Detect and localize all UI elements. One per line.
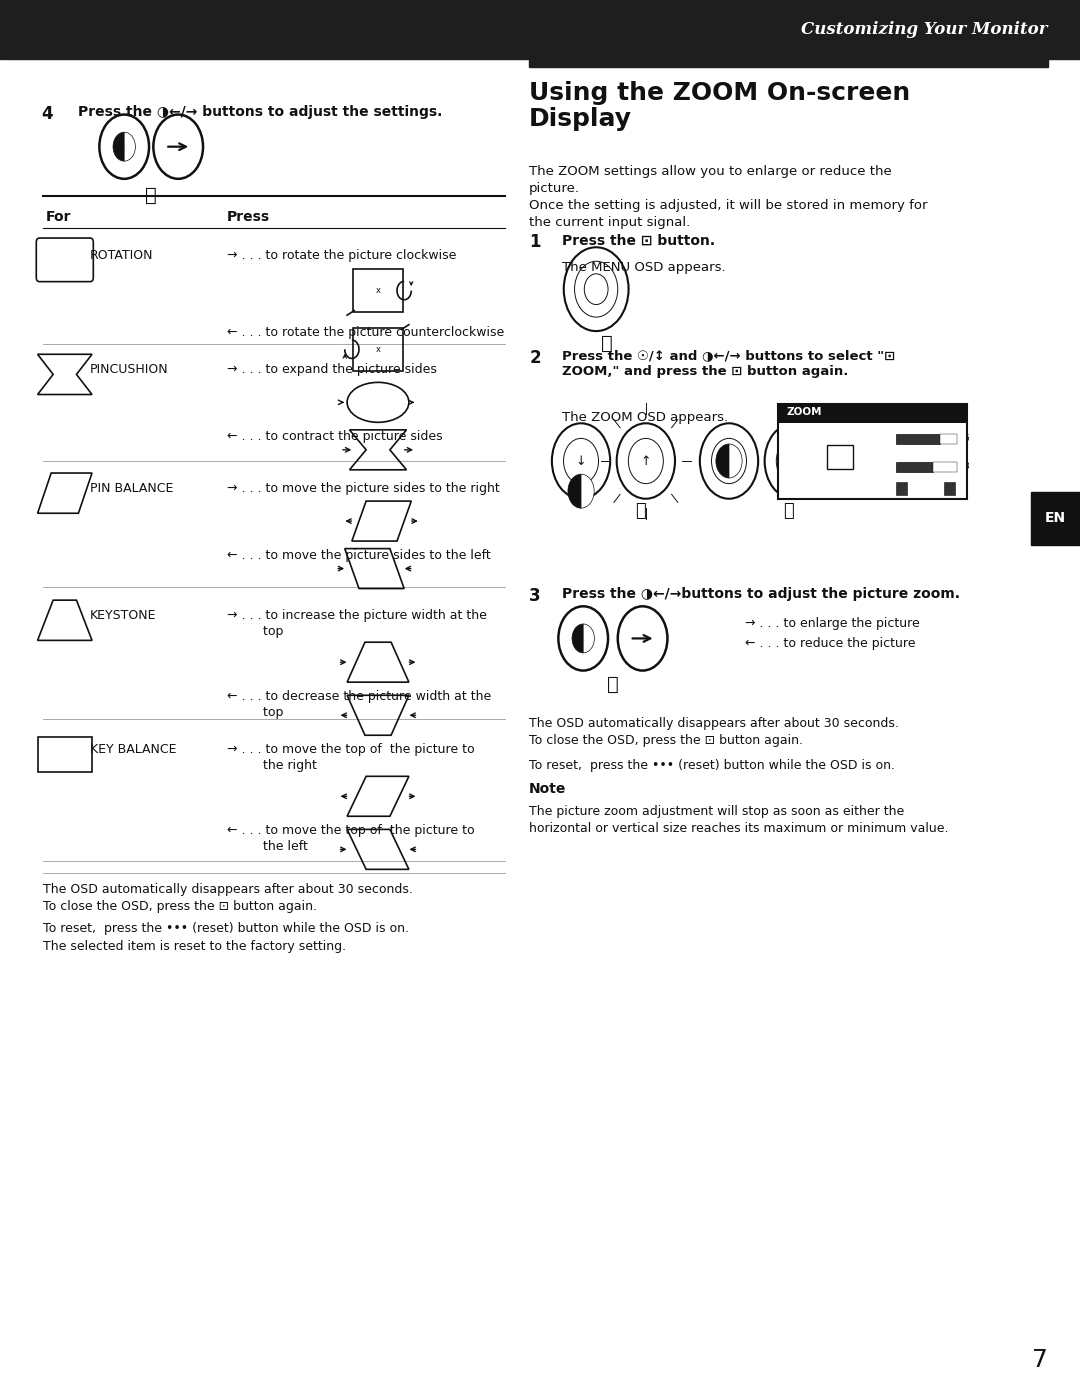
Text: → . . . to move the top of  the picture to
         the right: → . . . to move the top of the picture t…: [227, 743, 474, 773]
Wedge shape: [568, 474, 581, 509]
Bar: [896, 482, 907, 495]
Text: → . . . to enlarge the picture
← . . . to reduce the picture: → . . . to enlarge the picture ← . . . t…: [745, 617, 920, 651]
Text: 1: 1: [529, 233, 541, 251]
Bar: [944, 482, 955, 495]
Text: The MENU OSD appears.: The MENU OSD appears.: [562, 261, 726, 274]
Text: The ZOOM settings allow you to enlarge or reduce the
picture.
Once the setting i: The ZOOM settings allow you to enlarge o…: [529, 165, 928, 229]
Text: PINCUSHION: PINCUSHION: [90, 363, 168, 376]
Text: The ZOOM OSD appears.: The ZOOM OSD appears.: [562, 411, 728, 423]
Text: For: For: [45, 210, 71, 224]
Bar: [940, 434, 957, 444]
Bar: [896, 462, 933, 472]
Bar: [0, 0, 1080, 59]
Wedge shape: [716, 444, 729, 478]
Text: Press the ⊡ button.: Press the ⊡ button.: [562, 233, 715, 247]
Text: Press: Press: [227, 210, 270, 224]
Text: ROTATION: ROTATION: [90, 249, 153, 261]
Text: x: x: [376, 345, 380, 353]
Text: 4: 4: [41, 105, 53, 123]
Text: ← . . . to move the top of  the picture to
         the left: ← . . . to move the top of the picture t…: [227, 824, 474, 854]
Wedge shape: [572, 624, 583, 652]
Text: EN: EN: [1045, 511, 1066, 525]
Text: KEY BALANCE: KEY BALANCE: [90, 743, 176, 756]
Wedge shape: [113, 133, 124, 161]
Text: The picture zoom adjustment will stop as soon as either the
horizontal or vertic: The picture zoom adjustment will stop as…: [529, 805, 948, 835]
Text: ↓: ↓: [576, 454, 586, 468]
Wedge shape: [124, 133, 135, 161]
Text: Note: Note: [529, 782, 567, 796]
Bar: [827, 446, 853, 468]
Bar: [933, 462, 957, 472]
Text: Press the ☉/↕ and ◑←/→ buttons to select "⊡
ZOOM," and press the ⊡ button again.: Press the ☉/↕ and ◑←/→ buttons to select…: [562, 349, 895, 379]
Text: Press the ◑←/→buttons to adjust the picture zoom.: Press the ◑←/→buttons to adjust the pict…: [562, 587, 960, 601]
Text: The OSD automatically disappears after about 30 seconds.
To close the OSD, press: The OSD automatically disappears after a…: [529, 717, 899, 747]
Text: Press the ◑←/→ buttons to adjust the settings.: Press the ◑←/→ buttons to adjust the set…: [78, 105, 442, 119]
Wedge shape: [729, 444, 742, 478]
Text: → . . . to increase the picture width at the
         top: → . . . to increase the picture width at…: [227, 609, 487, 638]
Text: Customizing Your Monitor: Customizing Your Monitor: [801, 21, 1048, 38]
Text: 7: 7: [1031, 1348, 1048, 1372]
Text: →: →: [788, 454, 799, 468]
Bar: [896, 434, 940, 444]
Bar: [778, 404, 967, 423]
Text: ← . . . to move the picture sides to the left: ← . . . to move the picture sides to the…: [227, 549, 490, 562]
Text: 3: 3: [529, 587, 541, 605]
Wedge shape: [581, 474, 594, 509]
Text: Using the ZOOM On-screen
Display: Using the ZOOM On-screen Display: [529, 81, 910, 131]
Text: KEYSTONE: KEYSTONE: [90, 609, 157, 622]
Text: ← . . . to decrease the picture width at the
         top: ← . . . to decrease the picture width at…: [227, 690, 491, 719]
Text: 👆: 👆: [783, 502, 794, 520]
Text: 2: 2: [529, 349, 541, 367]
Text: ← . . . to rotate the picture counterclockwise: ← . . . to rotate the picture counterclo…: [227, 326, 504, 338]
Text: To reset,  press the ••• (reset) button while the OSD is on.
The selected item i: To reset, press the ••• (reset) button w…: [43, 922, 409, 953]
Text: 👆: 👆: [602, 334, 612, 353]
Text: ↑: ↑: [640, 454, 651, 468]
Text: → . . . to move the picture sides to the right: → . . . to move the picture sides to the…: [227, 482, 500, 495]
Text: x: x: [376, 286, 380, 295]
Text: 👆: 👆: [635, 502, 646, 520]
Text: PIN BALANCE: PIN BALANCE: [90, 482, 173, 495]
Text: 26: 26: [959, 434, 970, 443]
Wedge shape: [583, 624, 594, 652]
Text: H: H: [883, 434, 890, 443]
Bar: [1031, 492, 1080, 545]
Text: 👆: 👆: [607, 675, 619, 694]
Text: ←: ←: [724, 454, 734, 468]
Bar: [38, 736, 92, 773]
Text: The OSD automatically disappears after about 30 seconds.
To close the OSD, press: The OSD automatically disappears after a…: [43, 883, 413, 914]
Text: 73: 73: [959, 462, 970, 471]
Bar: [529, 57, 1048, 67]
Text: → . . . to expand the picture sides: → . . . to expand the picture sides: [227, 363, 436, 376]
Text: ← . . . to contract the picture sides: ← . . . to contract the picture sides: [227, 430, 443, 443]
Text: V: V: [883, 462, 890, 471]
Text: To reset,  press the ••• (reset) button while the OSD is on.: To reset, press the ••• (reset) button w…: [529, 759, 895, 771]
Text: ZOOM: ZOOM: [786, 407, 822, 416]
Bar: [778, 404, 967, 499]
Text: 👆: 👆: [146, 186, 157, 205]
Text: → . . . to rotate the picture clockwise: → . . . to rotate the picture clockwise: [227, 249, 456, 261]
